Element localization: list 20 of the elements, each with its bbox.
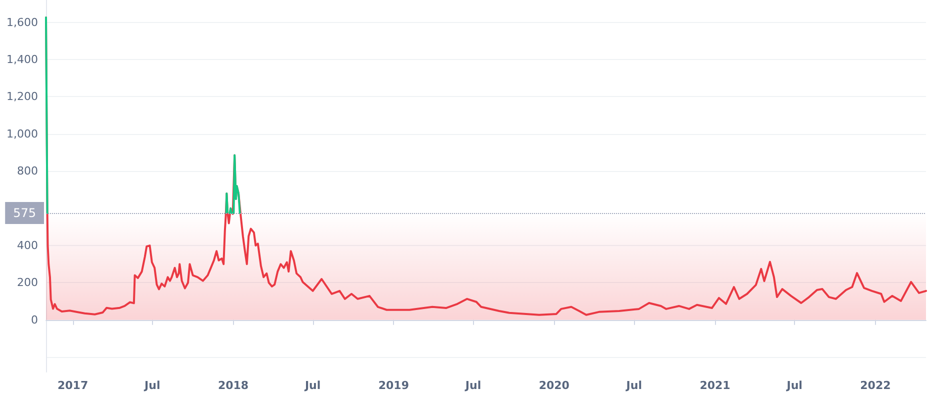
x-tick-label: Jul <box>144 379 160 392</box>
y-tick-label: 800 <box>17 164 38 178</box>
x-tick-label: Jul <box>304 379 321 392</box>
x-tick-label: Jul <box>786 379 802 392</box>
x-tick-label: 2017 <box>58 379 88 392</box>
y-tick-label: 0 <box>31 313 38 326</box>
x-tick-label: 2019 <box>378 379 410 392</box>
x-tick-label: 2020 <box>538 379 570 392</box>
y-tick-label: 400 <box>17 239 38 252</box>
y-tick-label: 1,400 <box>6 53 38 66</box>
x-tick-label: 2022 <box>860 379 891 392</box>
x-tick-label: Jul <box>625 379 642 392</box>
x-tick-label: 2018 <box>218 379 249 392</box>
y-tick-label: 1,000 <box>6 127 38 140</box>
x-tick-label: 2021 <box>700 379 730 392</box>
ref-line-label: 575 <box>13 206 36 220</box>
x-tick-label: Jul <box>464 379 482 392</box>
y-tick-label: 1,600 <box>6 16 38 29</box>
y-tick-label: 200 <box>17 276 38 290</box>
y-tick-label: 1,200 <box>6 90 38 104</box>
